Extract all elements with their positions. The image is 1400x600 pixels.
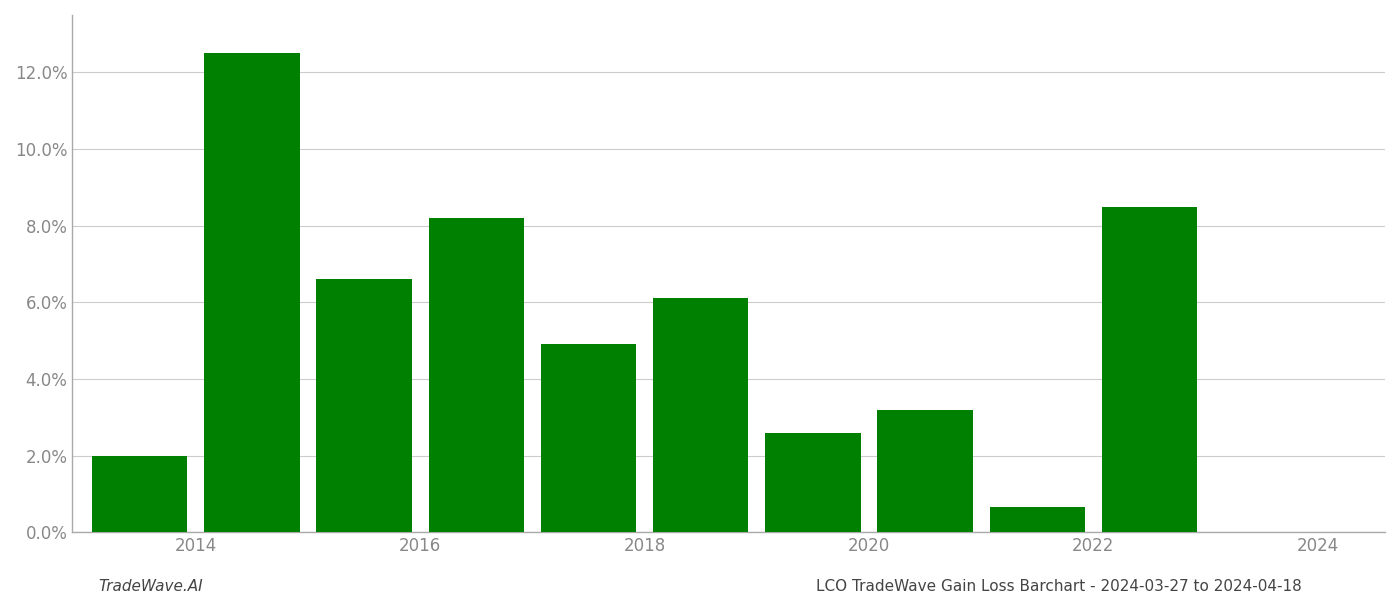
- Bar: [766, 433, 861, 532]
- Bar: [92, 455, 188, 532]
- Bar: [316, 280, 412, 532]
- Bar: [428, 218, 524, 532]
- Text: LCO TradeWave Gain Loss Barchart - 2024-03-27 to 2024-04-18: LCO TradeWave Gain Loss Barchart - 2024-…: [816, 579, 1302, 594]
- Bar: [990, 507, 1085, 532]
- Bar: [1102, 206, 1197, 532]
- Text: TradeWave.AI: TradeWave.AI: [98, 579, 203, 594]
- Bar: [878, 410, 973, 532]
- Bar: [204, 53, 300, 532]
- Bar: [540, 344, 636, 532]
- Bar: [652, 298, 749, 532]
